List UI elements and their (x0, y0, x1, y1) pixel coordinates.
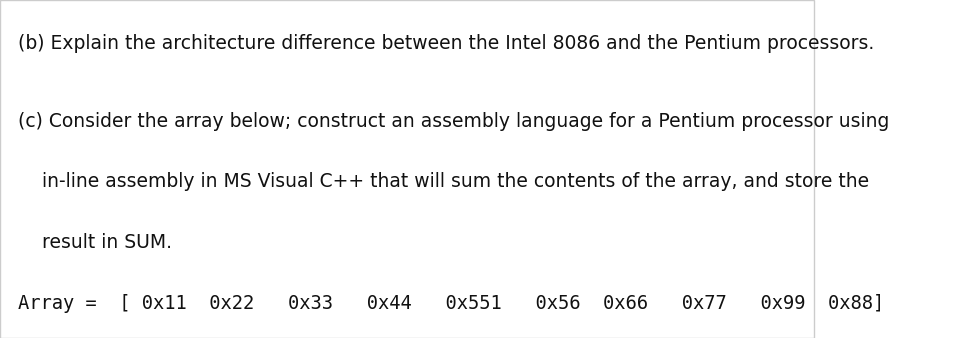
Text: (c) Consider the array below; construct an assembly language for a Pentium proce: (c) Consider the array below; construct … (18, 112, 889, 130)
Text: result in SUM.: result in SUM. (18, 233, 172, 252)
Text: Array =  [ 0x11  0x22   0x33   0x44   0x551   0x56  0x66   0x77   0x99  0x88]: Array = [ 0x11 0x22 0x33 0x44 0x551 0x56… (18, 294, 884, 313)
Text: in-line assembly in MS Visual C++ that will sum the contents of the array, and s: in-line assembly in MS Visual C++ that w… (18, 172, 869, 191)
Text: (b) Explain the architecture difference between the Intel 8086 and the Pentium p: (b) Explain the architecture difference … (18, 34, 875, 53)
